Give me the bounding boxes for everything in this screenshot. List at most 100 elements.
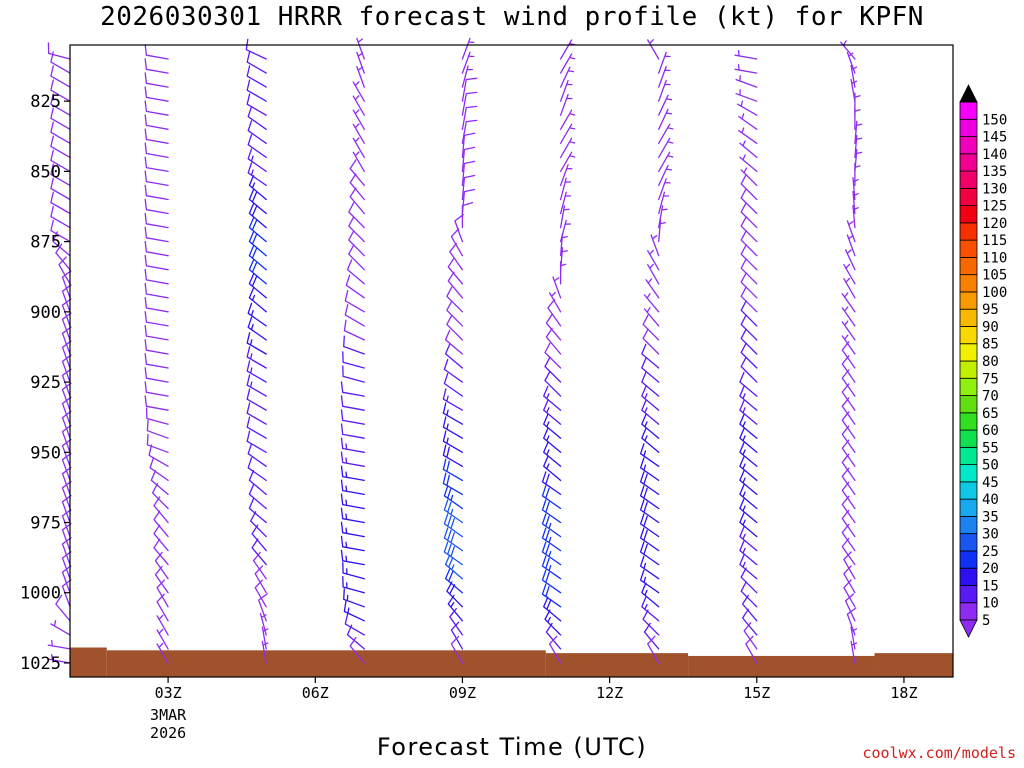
wind-barb [658,151,674,173]
wind-barb [841,453,856,482]
wind-barb [246,332,267,355]
wind-barb [342,561,365,580]
y-axis: 825 850 875 900 925 950 975 1000 1025 [20,92,70,674]
wind-barb [248,175,267,201]
wind-barb [261,626,269,650]
wind-barb [248,217,267,243]
wind-barb [559,164,573,187]
wind-barb [658,79,671,102]
wind-barb [841,369,856,397]
wind-barb [658,164,673,187]
wind-barb [454,214,464,243]
wind-barb [461,37,475,60]
x-tick-label: 03Z [155,684,182,702]
wind-barb [841,411,856,439]
wind-barb [442,472,464,496]
wind-barb [541,555,562,580]
wind-barb [854,162,861,187]
colorbar-label: 50 [982,458,999,474]
wind-barb [144,100,169,116]
wind-barb [545,313,562,341]
wind-barb [352,109,365,130]
wind-barb [247,106,267,130]
wind-barb [442,416,464,439]
wind-barb [740,272,758,299]
wind-barb [442,458,464,482]
wind-barb [541,569,562,594]
colorbar-swatch [959,326,978,345]
wind-barb [541,527,562,552]
colorbar-swatch [959,153,978,172]
colorbar-label: 100 [982,285,1007,301]
colorbar-label: 95 [982,302,999,318]
wind-barb [50,163,71,187]
wind-barb [246,79,267,102]
colorbar-swatch [959,377,978,396]
wind-barb [144,268,169,285]
wind-barb [144,212,169,229]
colorbar-swatch [959,118,978,137]
wind-barb [541,583,562,608]
wind-barb [658,94,673,116]
wind-barb [543,413,562,439]
x-tick-label: 12Z [596,684,623,702]
wind-barb [251,524,267,552]
wind-barb [745,635,758,664]
wind-barb [340,493,365,510]
wind-barb [246,65,267,88]
wind-barb [739,154,758,173]
wind-barb [444,554,464,580]
colorbar-label: 15 [982,578,999,594]
wind-barb [348,216,365,243]
wind-barb [461,132,476,159]
wind-barb [639,443,660,467]
wind-barb [153,538,169,566]
colorbar-label: 30 [982,527,999,543]
colorbar-swatch [959,136,978,155]
wind-barb [50,149,71,173]
colorbar-swatch [959,395,978,414]
wind-barb [841,523,856,552]
wind-barb [352,137,365,159]
wind-barb [356,65,365,88]
x-tick-label: 06Z [302,684,329,702]
wind-barb [642,314,660,341]
wind-barb [50,79,71,102]
wind-barb [739,484,758,510]
y-tick-label: 925 [30,373,61,393]
y-tick-label: 1000 [20,584,61,604]
wind-barb [544,370,562,397]
colorbar-swatch [959,274,978,293]
wind-barb [250,511,267,538]
wind-barb [740,167,758,187]
wind-barb [841,439,856,467]
wind-barb [541,541,562,566]
x-axis-title: Forecast Time (UTC) [376,733,648,761]
wind-barb [739,498,758,524]
wind-barb [156,628,169,650]
y-tick-label: 950 [30,443,61,463]
wind-barb [144,367,169,383]
colorbar-label: 40 [982,492,999,508]
wind-barb [148,444,169,467]
colorbar-swatch [959,567,978,586]
wind-barb [342,575,365,594]
wind-barb [739,470,758,496]
wind-barb [340,479,365,496]
wind-barb [254,565,267,594]
wind-barb [740,244,758,271]
wind-barb [151,483,169,510]
wind-barb [247,134,267,159]
wind-barb [153,524,169,552]
wind-barb [541,499,562,524]
wind-barb [461,188,476,215]
wind-barb [541,485,562,510]
wind-barb [559,66,575,88]
colorbar-label: 70 [982,389,999,405]
wind-barb [349,173,365,201]
wind-barb [559,247,568,271]
wind-barb [844,593,856,622]
wind-barb [544,356,562,383]
wind-barb [841,425,856,453]
